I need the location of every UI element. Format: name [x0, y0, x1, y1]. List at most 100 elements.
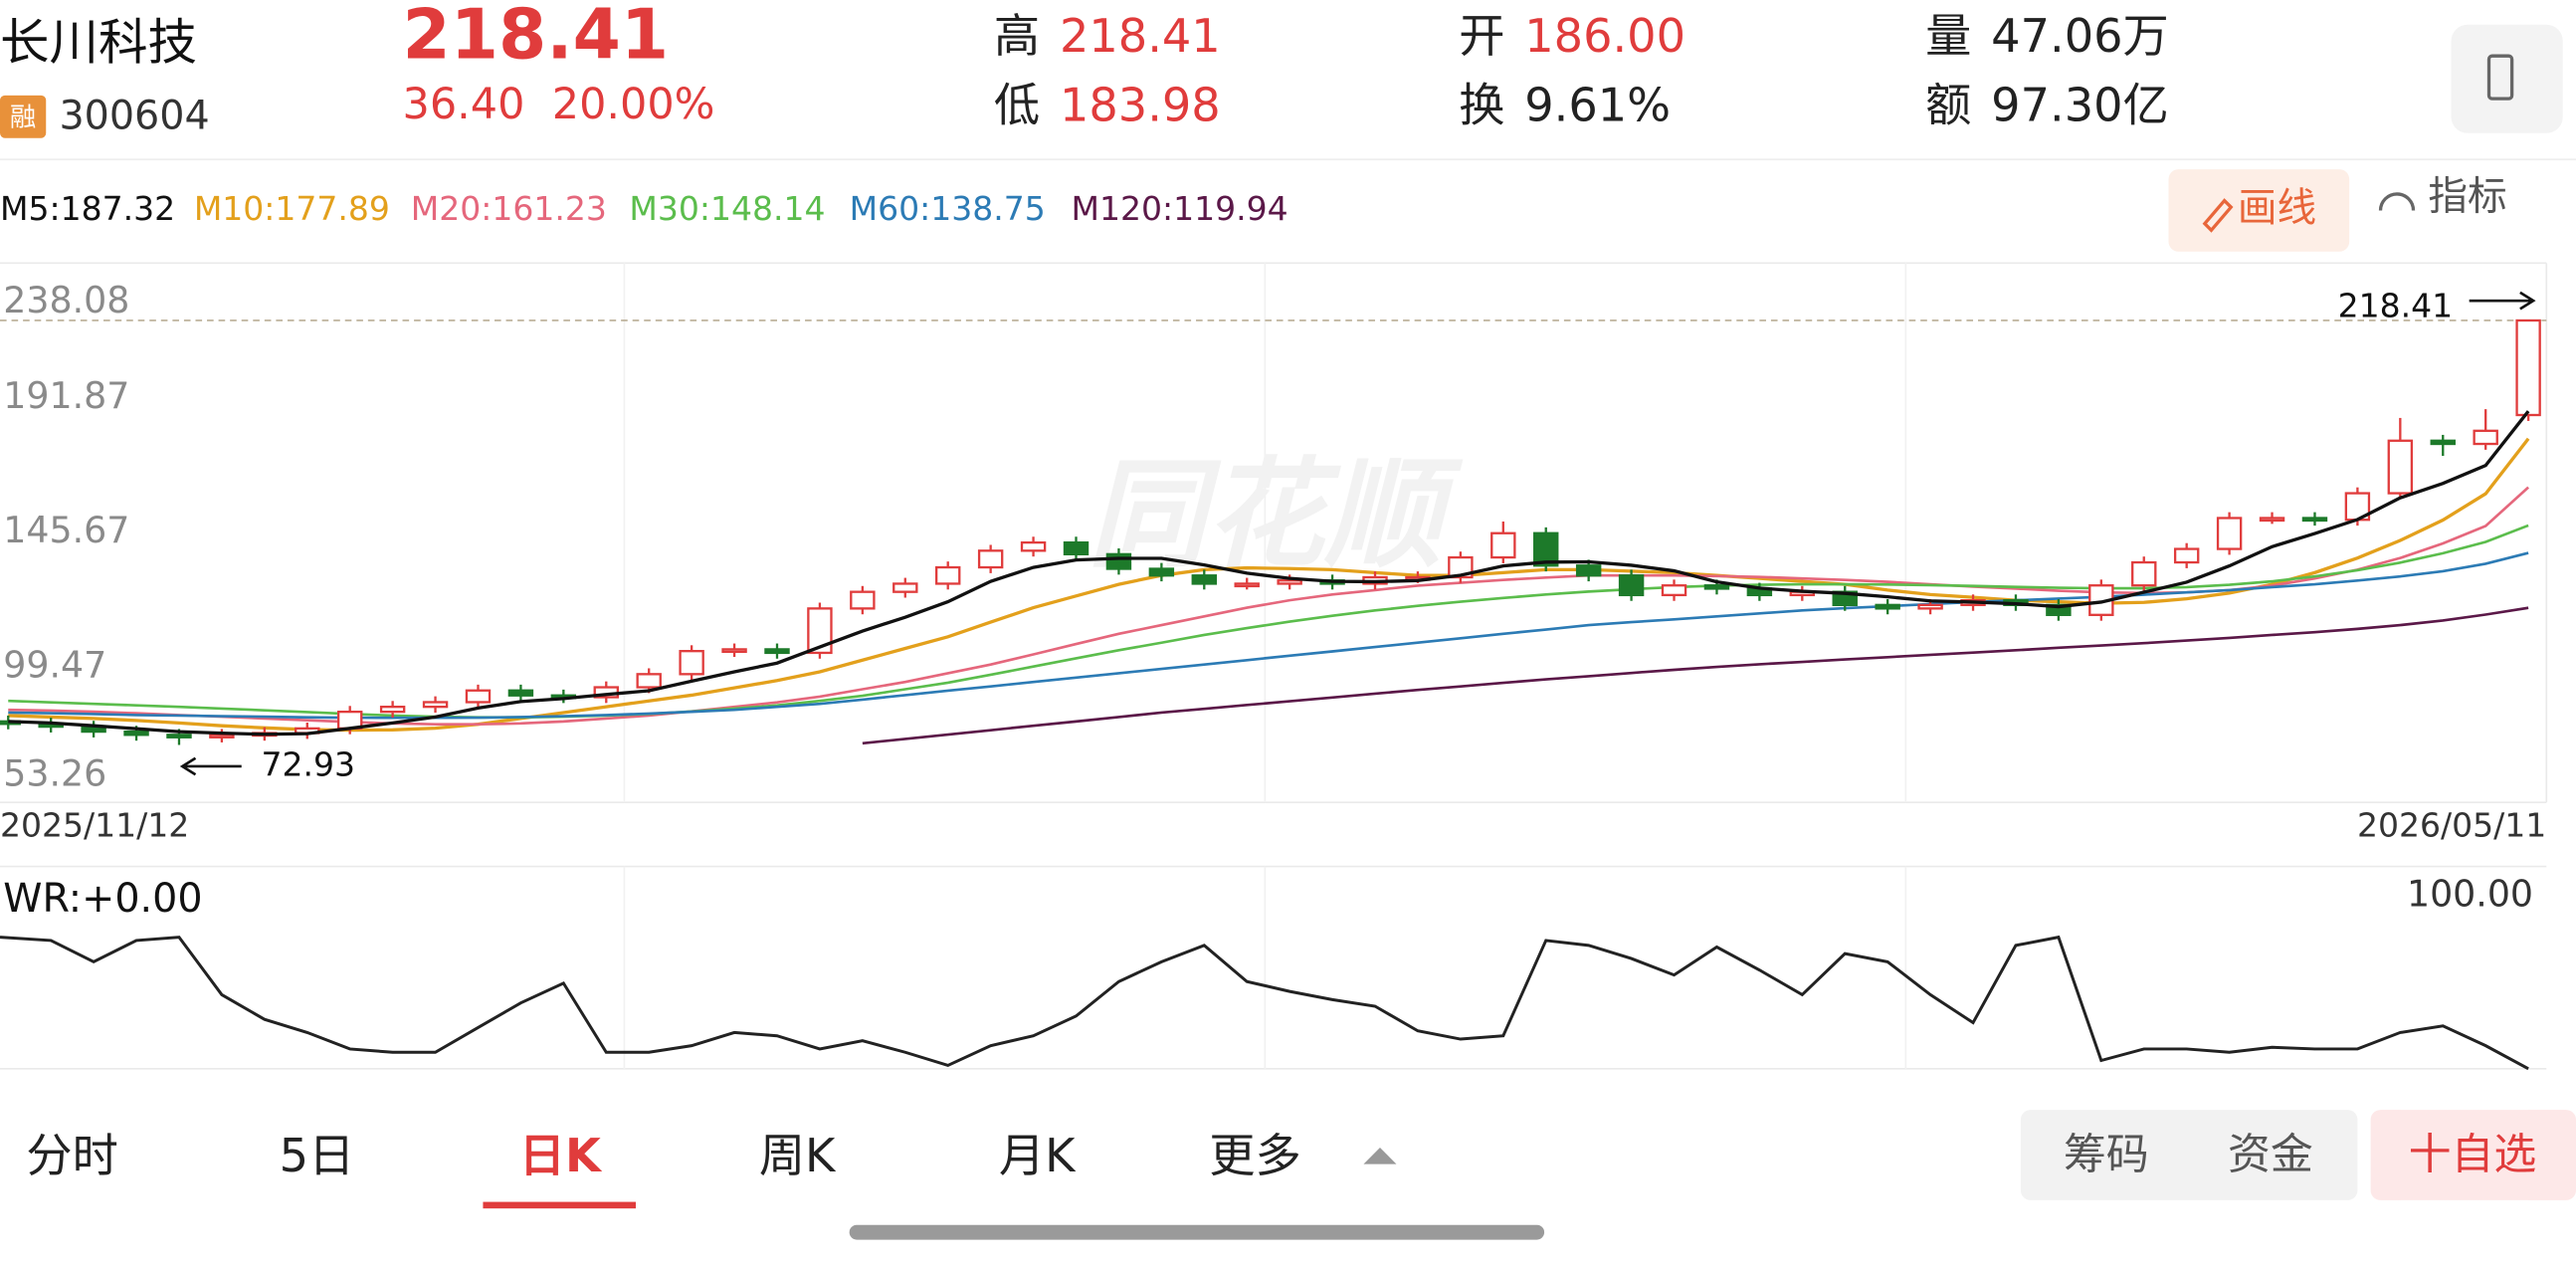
stat-value: 97.30亿	[1991, 79, 2169, 132]
y-tick-label: 145.67	[3, 509, 129, 551]
stat-label: 额	[1925, 79, 1971, 132]
stat-value: 186.00	[1524, 9, 1685, 63]
change: 36.40	[403, 80, 525, 129]
buttons: 筹码 资金 十自选	[2064, 1130, 2537, 1179]
candle-body	[1277, 579, 1302, 585]
y-tick-label: 238.08	[3, 279, 129, 321]
y-tick-label: 99.47	[3, 644, 106, 687]
home-indicator	[849, 1224, 1545, 1240]
stock-code: 300604	[59, 93, 209, 138]
candle-body	[1448, 555, 1474, 579]
candle-body	[465, 689, 492, 704]
candle-body	[1191, 574, 1218, 585]
legend-entry: M60:138.75	[850, 189, 1046, 228]
candle-body	[1234, 582, 1260, 588]
candle-body	[2430, 439, 2456, 446]
tab[interactable]: 5日	[280, 1129, 355, 1182]
stat-label: 量	[1925, 9, 1971, 63]
candle-body	[2515, 318, 2541, 417]
candle-body	[636, 673, 662, 689]
candle-body	[422, 701, 449, 709]
stat-label: 换	[1459, 79, 1504, 132]
badge-bg	[0, 95, 47, 138]
wr-title: WR:+0.00	[3, 876, 202, 922]
candle-body	[2173, 547, 2200, 564]
price: 218.41	[403, 0, 670, 76]
tab[interactable]: 日K	[519, 1129, 603, 1182]
candle-body	[209, 734, 235, 738]
candle-body	[934, 565, 961, 585]
candle-body	[679, 650, 704, 676]
candle-body	[1703, 584, 1730, 590]
candle-body	[2131, 560, 2157, 587]
stat-label: 开	[1459, 9, 1504, 63]
more-arrow[interactable]	[1363, 1148, 1397, 1164]
kline-chart: 238.08 191.87 145.67 99.47 53.26 2025/11/12 20…	[0, 279, 2547, 844]
y-tick-label: 191.87	[3, 374, 129, 417]
tab[interactable]: 更多	[1209, 1129, 1300, 1182]
legend-entry: M5:187.32	[0, 189, 175, 228]
indicator-label[interactable]: 指标	[2428, 173, 2506, 219]
stock-name: 长川科技	[0, 14, 197, 72]
high-arrow	[2469, 291, 2536, 311]
candle-body	[2046, 603, 2072, 616]
watermark: 同花顺	[1088, 447, 1464, 584]
tab[interactable]: 周K	[759, 1129, 837, 1182]
stat-value: 9.61%	[1524, 79, 1671, 132]
candle-body	[977, 549, 1004, 569]
ma5-layer	[8, 410, 2530, 737]
candle-body	[2473, 429, 2498, 446]
candle-body	[1020, 540, 1047, 552]
ma-line	[8, 410, 2530, 737]
draw-button[interactable]	[2168, 169, 2350, 252]
stat-value: 218.41	[1060, 9, 1221, 63]
tab[interactable]: 月K	[999, 1129, 1077, 1182]
candle-body	[1575, 564, 1602, 577]
candle-body	[892, 582, 918, 593]
button[interactable]: 十自选	[2409, 1130, 2537, 1179]
candle-body	[1661, 584, 1687, 597]
legend-entry: M20:161.23	[411, 189, 607, 228]
candle-body	[764, 648, 790, 655]
candle-body	[1618, 574, 1645, 597]
phone-icon	[2486, 54, 2514, 101]
candle-body	[721, 648, 747, 654]
button[interactable]: 筹码	[2064, 1130, 2149, 1179]
pencil-icon	[2202, 198, 2234, 233]
wr-line	[0, 935, 2529, 1071]
tab[interactable]: 分时	[26, 1129, 117, 1182]
tool-buttons-bg	[2020, 1110, 2358, 1200]
candle-body	[1533, 531, 1559, 567]
high-label: 218.41	[2338, 286, 2454, 324]
candle-body	[1917, 603, 1943, 610]
wr-chart: WR:+0.00 100.00	[0, 872, 2533, 1071]
candle-body	[2216, 517, 2243, 550]
ma-line	[862, 606, 2529, 745]
x-tick-label: 2026/05/11	[2357, 805, 2546, 844]
candle-body	[379, 706, 406, 714]
candle-body	[2259, 517, 2285, 523]
legend-entry: M120:119.94	[1072, 189, 1288, 228]
candle-body	[850, 590, 876, 610]
orientation-button[interactable]	[2451, 24, 2563, 133]
candle-body	[2301, 517, 2328, 523]
candle-body	[1875, 603, 1900, 610]
candle-body	[1148, 567, 1175, 577]
low-arrow	[179, 756, 242, 776]
candle-body	[123, 730, 149, 737]
y-tick-label: 53.26	[3, 752, 106, 795]
stat-value: 47.06万	[1991, 9, 2169, 63]
gauge-icon	[2378, 192, 2416, 211]
draw-label: 画线	[2238, 185, 2316, 231]
badge: 融	[10, 102, 36, 132]
x-tick-label: 2025/11/12	[0, 805, 189, 844]
button[interactable]: 资金	[2228, 1130, 2313, 1179]
watchlist-bg	[2370, 1110, 2576, 1200]
candle-body	[166, 734, 192, 738]
change-pct: 20.00%	[552, 80, 715, 129]
tabs: 分时 5日 日K 周K 月K 更多	[26, 1129, 1301, 1209]
